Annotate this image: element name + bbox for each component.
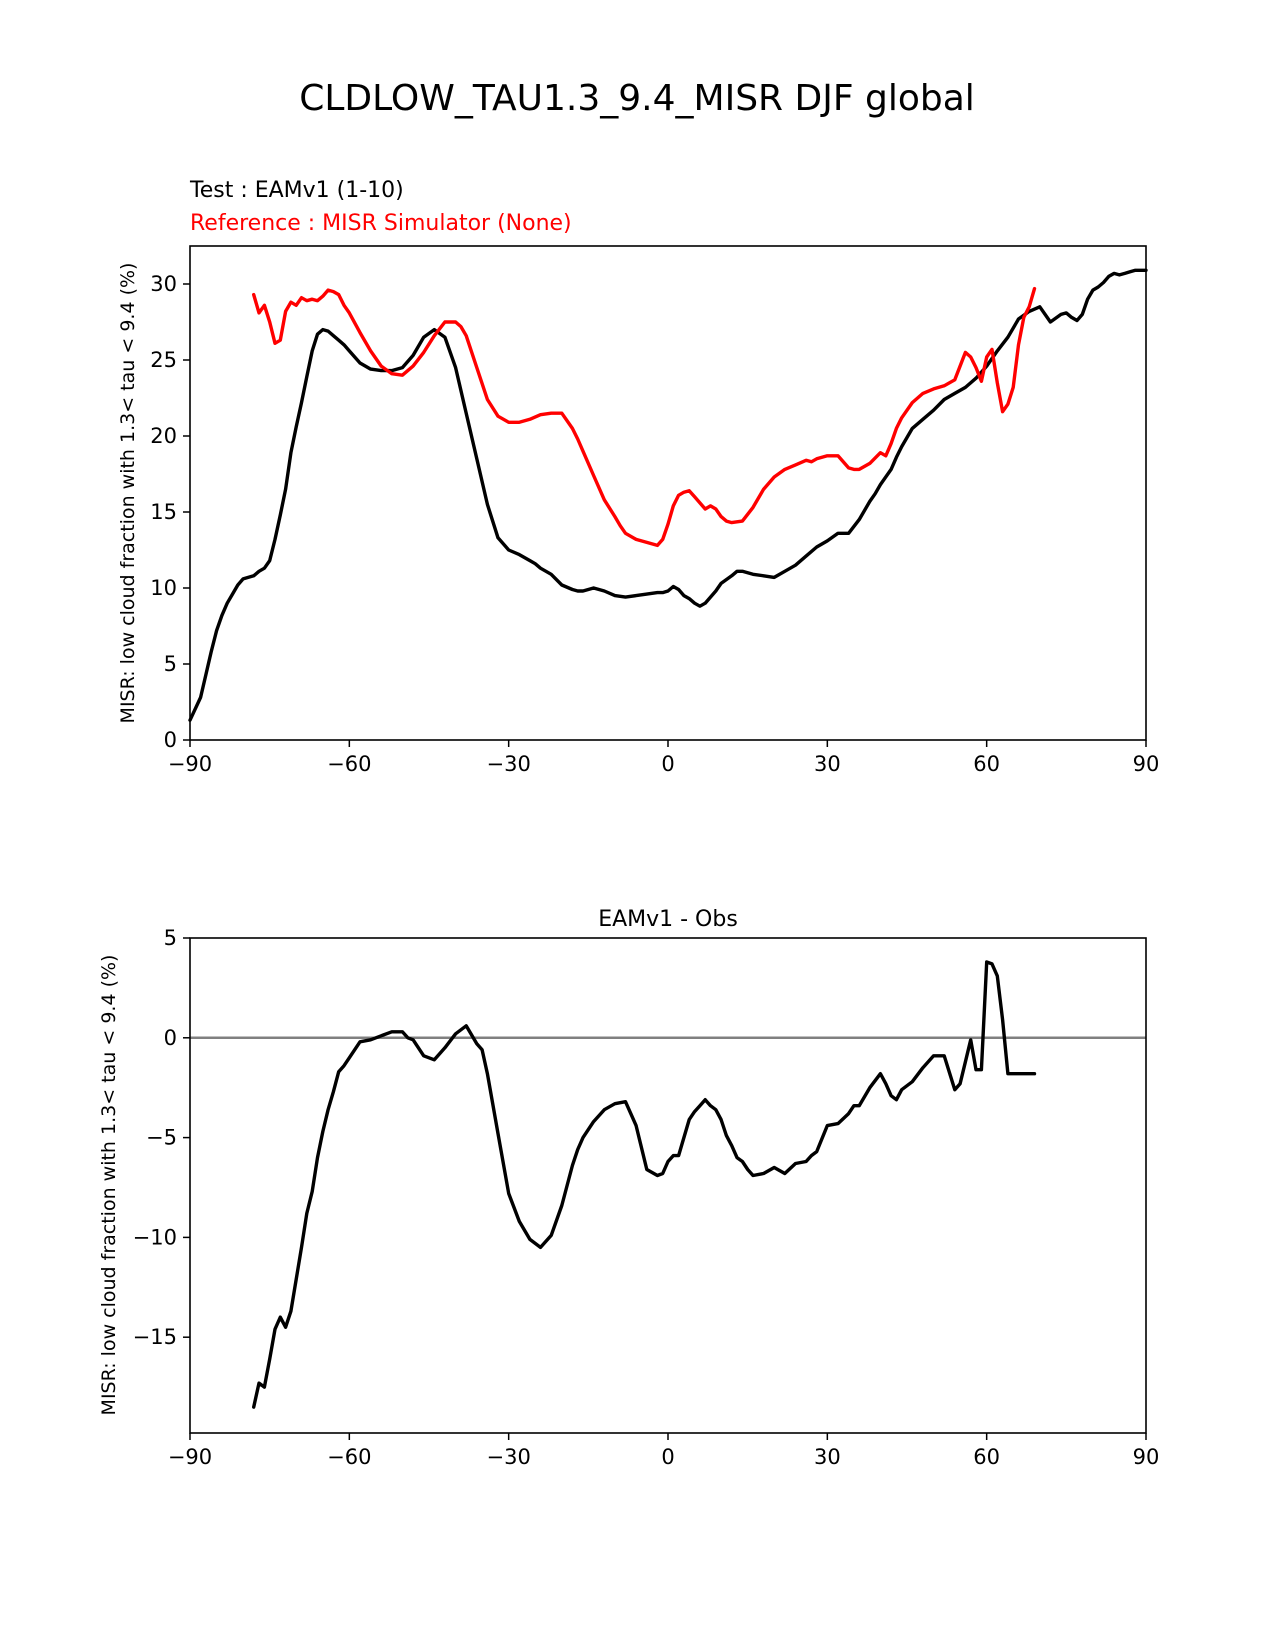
top-x-tick-label: 0 xyxy=(661,752,674,776)
top-series-line-0 xyxy=(188,268,1148,722)
bottom-y-tick-label: 5 xyxy=(164,926,177,950)
reference-label: Reference : MISR Simulator (None) xyxy=(190,211,572,236)
bottom-x-tick-label: −90 xyxy=(168,1445,212,1469)
top-y-tick-label: 5 xyxy=(164,652,177,676)
bottom-axes-frame xyxy=(189,937,1147,1434)
top-y-tick-label: 15 xyxy=(150,500,177,524)
bottom-x-tick-label: 0 xyxy=(661,1445,674,1469)
bottom-y-ticks: −15 −10 −5 0 5 xyxy=(133,926,190,1349)
top-x-ticks: −90 −60 −30 0 30 60 90 xyxy=(168,740,1160,776)
top-series-lines xyxy=(188,268,1148,722)
top-x-tick-label: 30 xyxy=(814,752,841,776)
top-y-tick-label: 30 xyxy=(150,272,177,296)
top-y-ticks: 0 5 10 15 20 25 30 xyxy=(150,272,190,752)
bottom-x-ticks: −90 −60 −30 0 30 60 90 xyxy=(168,1433,1160,1469)
bottom-subplot-title: EAMv1 - Obs xyxy=(598,907,738,932)
bottom-x-tick-label: 60 xyxy=(973,1445,1000,1469)
bottom-y-tick-label: 0 xyxy=(164,1026,177,1050)
top-y-tick-label: 10 xyxy=(150,576,177,600)
test-label: Test : EAMv1 (1-10) xyxy=(189,178,404,203)
bottom-x-tick-label: 90 xyxy=(1133,1445,1160,1469)
top-x-tick-label: −60 xyxy=(327,752,371,776)
bottom-y-axis-label: MISR: low cloud fraction with 1.3< tau <… xyxy=(98,955,120,1416)
top-x-tick-label: −30 xyxy=(487,752,531,776)
bottom-series-lines xyxy=(251,960,1037,1409)
top-x-tick-label: 90 xyxy=(1133,752,1160,776)
figure-title: CLDLOW_TAU1.3_9.4_MISR DJF global xyxy=(299,78,975,119)
top-y-tick-label: 0 xyxy=(164,728,177,752)
top-y-axis-label: MISR: low cloud fraction with 1.3< tau <… xyxy=(117,263,139,724)
top-series-line-1 xyxy=(251,286,1037,548)
bottom-series-line-0 xyxy=(251,960,1037,1409)
top-x-tick-label: −90 xyxy=(168,752,212,776)
bottom-y-tick-label: −5 xyxy=(146,1126,177,1150)
bottom-x-tick-label: −30 xyxy=(487,1445,531,1469)
bottom-y-tick-label: −10 xyxy=(133,1225,177,1249)
bottom-x-tick-label: −60 xyxy=(327,1445,371,1469)
bottom-panel: EAMv1 - Obs −90 −60 −30 0 30 60 90 −15−10−505 … xyxy=(98,907,1159,1469)
bottom-x-tick-label: 30 xyxy=(814,1445,841,1469)
top-x-tick-label: 60 xyxy=(973,752,1000,776)
top-y-tick-label: 20 xyxy=(150,424,177,448)
top-axes-frame xyxy=(189,245,1147,741)
top-panel: Test : EAMv1 (1-10) Reference : MISR Sim… xyxy=(117,178,1159,776)
top-y-tick-label: 25 xyxy=(150,348,177,372)
bottom-y-tick-label: −15 xyxy=(133,1325,177,1349)
